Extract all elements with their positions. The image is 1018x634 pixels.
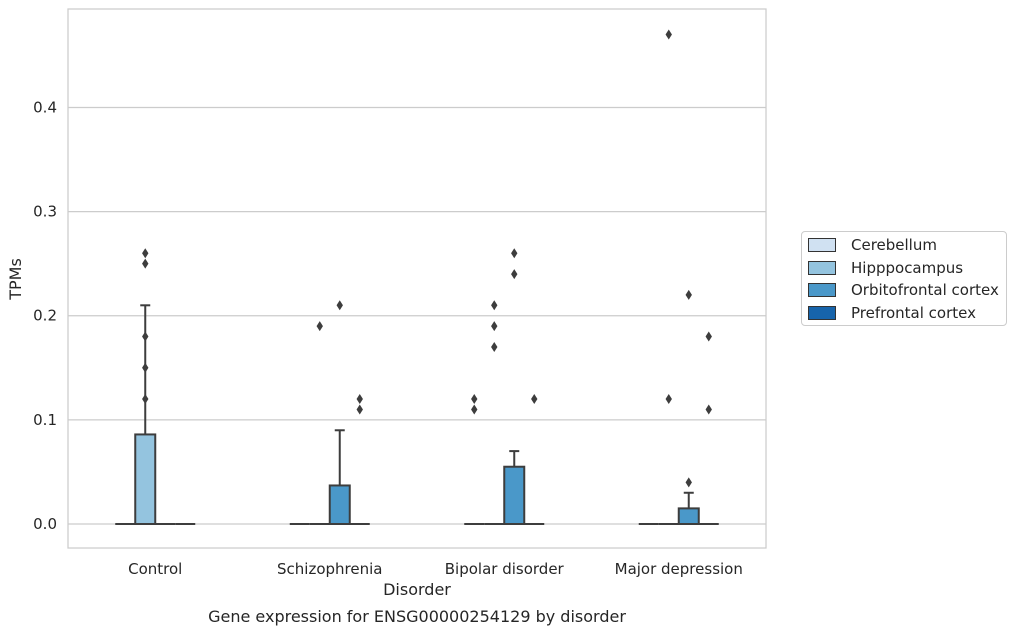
outlier-point	[511, 269, 518, 280]
y-tick-label: 0.4	[33, 98, 57, 116]
box-body	[328, 484, 351, 525]
y-axis-label: TPMs	[6, 258, 25, 301]
outlier-point	[665, 394, 672, 405]
box-orbitofrontal-cortex	[328, 300, 351, 525]
grid-lines	[68, 106, 766, 525]
legend-label: Hipppocampus	[851, 258, 964, 277]
outlier-point	[142, 331, 149, 342]
outlier-point	[471, 394, 478, 405]
legend-label: Orbitofrontal cortex	[851, 281, 999, 299]
legend-item: Hipppocampus	[808, 258, 963, 278]
outlier-point	[491, 321, 498, 332]
outlier-point	[705, 331, 712, 342]
legend-swatch	[808, 305, 836, 320]
outlier-point	[142, 248, 149, 259]
legend-item: Orbitofrontal cortex	[808, 280, 999, 300]
x-tick-label: Control	[128, 560, 182, 578]
outlier-point	[665, 29, 672, 40]
outlier-point	[685, 477, 692, 488]
y-tick-label: 0.1	[33, 411, 57, 429]
box-hipppocampus	[134, 248, 157, 526]
box-hipppocampus	[484, 300, 505, 525]
outlier-point	[705, 404, 712, 415]
x-tick-label: Major depression	[615, 560, 743, 578]
outlier-point	[491, 300, 498, 311]
outlier-point	[356, 404, 363, 415]
outlier-point	[142, 394, 149, 405]
legend-label: Prefrontal cortex	[851, 303, 976, 322]
outlier-point	[316, 321, 323, 332]
legend-swatch	[808, 260, 836, 275]
box-prefrontal-cortex	[698, 331, 719, 525]
box-body	[134, 433, 157, 526]
legend-item: Cerebellum	[808, 235, 937, 255]
y-axis-ticks: 0.0 0.1 0.2 0.3 0.4	[33, 98, 57, 533]
plot-area-frame	[67, 8, 767, 549]
box-prefrontal-cortex	[524, 394, 545, 525]
y-tick-label: 0.3	[33, 203, 57, 221]
outlier-point	[531, 394, 538, 405]
box-body	[677, 507, 700, 525]
legend: Cerebellum Hipppocampus Orbitofrontal cort…	[801, 231, 1007, 326]
outlier-point	[336, 300, 343, 311]
box-series	[115, 29, 719, 526]
legend-swatch	[808, 283, 836, 297]
y-tick-label: 0.2	[33, 307, 57, 325]
x-axis-label: Disorder	[383, 580, 451, 599]
y-tick-label: 0.0	[33, 515, 57, 533]
legend-swatch	[808, 238, 836, 252]
outlier-point	[142, 258, 149, 269]
box-hipppocampus	[309, 321, 330, 525]
outlier-point	[511, 248, 518, 259]
box-body	[503, 465, 526, 525]
box-hipppocampus	[658, 29, 679, 525]
x-axis-ticks: Control Schizophrenia Bipolar disorder Majo…	[128, 560, 743, 578]
box-orbitofrontal-cortex	[503, 248, 526, 525]
chart-caption: Gene expression for ENSG00000254129 by d…	[208, 607, 626, 626]
legend-label: Cerebellum	[851, 236, 937, 254]
outlier-point	[142, 362, 149, 373]
outlier-point	[685, 289, 692, 300]
legend-item: Prefrontal cortex	[808, 303, 976, 323]
x-tick-label: Schizophrenia	[277, 560, 382, 578]
box-cerebellum	[464, 394, 485, 525]
box-prefrontal-cortex	[349, 394, 370, 525]
outlier-point	[491, 341, 498, 352]
x-tick-label: Bipolar disorder	[445, 560, 565, 578]
box-orbitofrontal-cortex	[677, 289, 700, 525]
outlier-point	[471, 404, 478, 415]
outlier-point	[356, 394, 363, 405]
